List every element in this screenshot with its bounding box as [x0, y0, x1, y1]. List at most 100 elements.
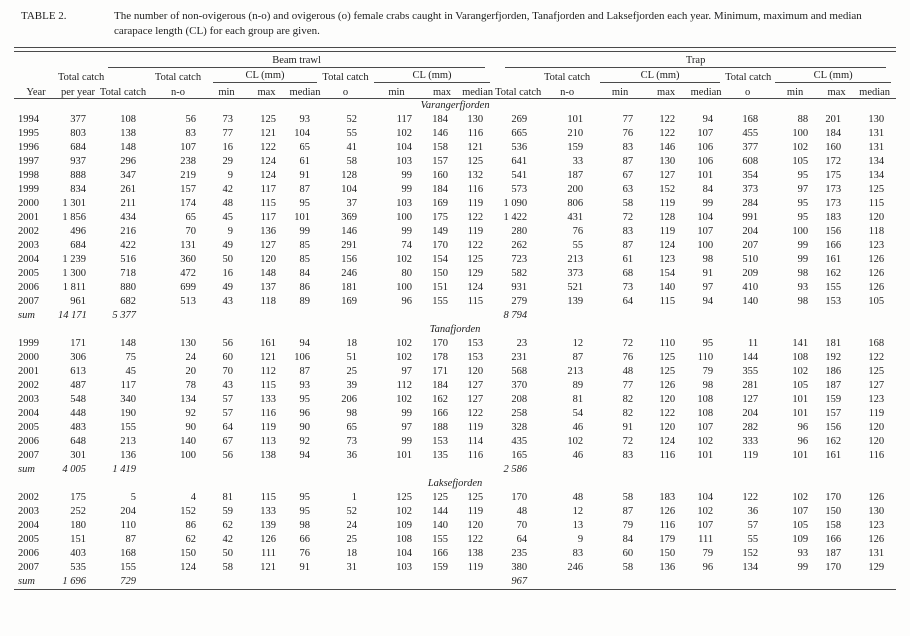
table-cell: 641: [511, 155, 528, 167]
table-cell: 48: [572, 491, 584, 503]
sum-label-cell: sum: [18, 309, 35, 321]
table-cell: 110: [659, 337, 676, 349]
table-cell: 4: [190, 491, 196, 503]
sum-value-cell: [853, 309, 896, 323]
table-cell: 141: [792, 337, 809, 349]
table-cell: 76: [622, 127, 634, 139]
sum-value-cell: [820, 309, 853, 323]
sum-value-cell: [645, 574, 688, 590]
table-cell: 107: [697, 127, 714, 139]
table-cell: 96: [797, 421, 809, 433]
table-cell: 136: [260, 225, 276, 237]
table-cell: 171: [432, 365, 448, 377]
table-cell: 62: [222, 519, 234, 531]
table-cell: 134: [180, 393, 196, 405]
table-cell: 51: [346, 351, 358, 363]
table-cell: 153: [825, 295, 842, 307]
table-row: 2004 180 110 86 62 139 98 24 109 140 120 70 13 79 116 1…: [14, 519, 896, 533]
sum-value-cell: [539, 574, 596, 590]
sum-value-cell: [687, 574, 726, 590]
sum-value-cell: 8 794: [503, 309, 528, 321]
table-cell: 126: [868, 267, 885, 279]
table-cell: 133: [260, 505, 276, 517]
sum-value-cell: [322, 463, 369, 477]
header-trap-o-max: max: [820, 83, 854, 99]
table-cell: 684: [70, 141, 86, 153]
table-cell: 153: [432, 435, 448, 447]
table-cell: 139: [567, 295, 584, 307]
table-cell: 105: [868, 295, 885, 307]
table-cell: 130: [180, 337, 196, 349]
table-cell: 1 856: [62, 211, 86, 223]
table-cell: 434: [120, 211, 136, 223]
header-beam-no-cl-label: CL (mm): [213, 70, 317, 83]
table-cell: 52: [346, 113, 358, 125]
table-cell: 154: [432, 253, 448, 265]
table-cell: 306: [70, 351, 86, 363]
table-cell: 56: [222, 449, 234, 461]
table-cell: 961: [70, 295, 86, 307]
year-cell: 2001: [18, 365, 39, 377]
table-row: 2000 306 75 24 60 121 106 51 102 178 153 231 87 76 125…: [14, 351, 896, 365]
table-row: 2006 1 811 880 699 49 137 86 181 100 151 124 931 521…: [14, 281, 896, 295]
header-beam-no: n-o: [148, 83, 208, 99]
table-cell: 99: [299, 225, 311, 237]
table-cell: 150: [180, 547, 196, 559]
table-cell: 168: [868, 337, 885, 349]
table-cell: 122: [467, 533, 484, 545]
sum-value-cell: 5 377: [112, 309, 136, 321]
table-cell: 190: [120, 407, 136, 419]
table-cell: 168: [742, 113, 759, 125]
table-cell: 48: [222, 197, 234, 209]
table-cell: 158: [432, 141, 448, 153]
table-cell: 548: [70, 393, 86, 405]
table-cell: 373: [742, 183, 759, 195]
top-double-rule: [14, 47, 896, 52]
table-cell: 210: [567, 127, 584, 139]
table-cell: 129: [467, 267, 484, 279]
table-cell: 29: [222, 155, 234, 167]
table-cell: 61: [622, 253, 634, 265]
header-beam-o-min: min: [369, 83, 424, 99]
table-cell: 99: [797, 253, 809, 265]
sum-value-cell: [322, 309, 369, 323]
table-cell: 79: [622, 519, 634, 531]
table-row: 1995 803 138 83 77 121 104 55 102 146 116 665 210 76 1…: [14, 127, 896, 141]
table-cell: 131: [180, 239, 196, 251]
table-cell: 150: [432, 267, 448, 279]
table-row: 2005 483 155 90 64 119 90 65 97 188 119 328 46 91 120 1…: [14, 421, 896, 435]
table-cell: 117: [396, 113, 412, 125]
header-trap-no-cl-label: CL (mm): [600, 70, 721, 83]
table-row: 2004 1 239 516 360 50 120 85 156 102 154 125 723 213…: [14, 253, 896, 267]
table-cell: 101: [792, 407, 809, 419]
table-cell: 83: [622, 141, 634, 153]
table-cell: 121: [467, 141, 484, 153]
table-cell: 360: [180, 253, 196, 265]
table-cell: 155: [432, 533, 448, 545]
table-cell: 101: [294, 211, 310, 223]
table-cell: 284: [742, 197, 759, 209]
year-cell: 2007: [18, 561, 39, 573]
header-trap-total-catch: Total catch: [495, 83, 541, 99]
year-cell: 2006: [18, 547, 39, 559]
table-cell: 12: [572, 505, 584, 517]
table-cell: 70: [222, 365, 234, 377]
table-cell: 192: [825, 351, 842, 363]
table-cell: 127: [467, 379, 484, 391]
table-cell: 52: [346, 505, 358, 517]
table-cell: 354: [742, 169, 759, 181]
sum-value-cell: [424, 463, 460, 477]
table-row: 1998 888 347 219 9 124 91 128 99 160 132 541 187 67 12…: [14, 169, 896, 183]
table-cell: 123: [868, 393, 885, 405]
header-beam-total-catch-o-line1: Total catch: [322, 72, 369, 83]
table-cell: 50: [222, 253, 234, 265]
year-cell: 2006: [18, 281, 39, 293]
table-cell: 128: [659, 211, 676, 223]
table-cell: 126: [868, 281, 885, 293]
table-cell: 131: [868, 547, 885, 559]
table-cell: 107: [697, 519, 714, 531]
table-cell: 105: [792, 519, 809, 531]
sum-value-cell: [369, 574, 424, 590]
table-cell: 150: [825, 505, 842, 517]
table-body: Varangerfjorden 1994 377 108 56 73 125 93 52 117 1…: [14, 98, 897, 590]
